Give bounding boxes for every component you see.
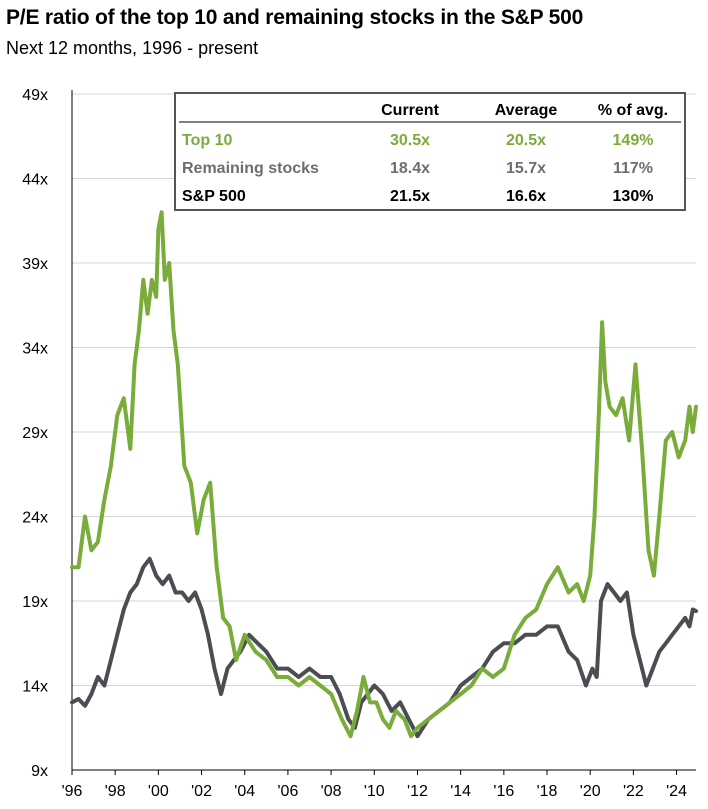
x-tick-label: '06 <box>277 783 298 800</box>
x-tick-label: '12 <box>407 783 428 800</box>
x-tick-label: '00 <box>148 783 169 800</box>
x-axis: '96 '98 '00 '02 '04 '06 '08 '10 '12 '14 '16 '18 '20 '… <box>62 769 696 800</box>
x-tick-label: '16 <box>493 783 514 800</box>
x-tick-label: '98 <box>105 783 126 800</box>
x-tick-label: '22 <box>623 783 644 800</box>
y-tick-label: 9x <box>31 763 48 780</box>
table-cell: 149% <box>613 132 654 149</box>
chart-subtitle: Next 12 months, 1996 - present <box>6 38 259 58</box>
y-tick-label: 49x <box>22 87 48 104</box>
x-tick-label: '02 <box>191 783 212 800</box>
y-axis: 9x 14x 19x 24x 29x 34x 39x 44x 49x <box>22 87 73 780</box>
table-cell: 15.7x <box>506 160 546 177</box>
series-layer <box>70 210 698 739</box>
table-cell: 30.5x <box>390 132 430 149</box>
table-header: % of avg. <box>598 102 668 119</box>
table-row-label: Top 10 <box>182 132 232 149</box>
y-tick-label: 39x <box>22 256 48 273</box>
table-cell: 117% <box>613 160 653 177</box>
x-tick-label: '08 <box>321 783 342 800</box>
x-tick-label: '96 <box>62 783 83 800</box>
y-tick-label: 34x <box>22 341 48 358</box>
y-tick-label: 24x <box>22 510 48 527</box>
table-header: Current <box>381 102 439 119</box>
x-tick-label: '04 <box>234 783 255 800</box>
x-tick-label: '18 <box>537 783 558 800</box>
table-cell: 16.6x <box>506 188 546 205</box>
x-tick-label: '24 <box>666 783 687 800</box>
x-tick-label: '10 <box>364 783 385 800</box>
series-line-top-10 <box>70 210 698 739</box>
table-header: Average <box>495 102 558 119</box>
table-row-label: Remaining stocks <box>182 160 319 177</box>
x-tick-label: '14 <box>450 783 471 800</box>
y-tick-label: 14x <box>22 679 48 696</box>
table-cell: 18.4x <box>390 160 430 177</box>
y-tick-label: 44x <box>22 172 48 189</box>
table-row-label: S&P 500 <box>182 188 246 205</box>
table-frame <box>174 92 686 211</box>
series-line-remaining-stocks <box>70 556 698 739</box>
table-cell: 130% <box>613 188 654 205</box>
summary-table: Current Average % of avg. Top 10 30.5x 20.5x 1… <box>174 92 686 211</box>
table-cell: 21.5x <box>390 188 430 205</box>
x-tick-label: '20 <box>580 783 601 800</box>
y-tick-label: 29x <box>22 425 48 442</box>
table-cell: 20.5x <box>506 132 546 149</box>
chart-title: P/E ratio of the top 10 and remaining st… <box>6 6 584 29</box>
y-tick-label: 19x <box>22 594 48 611</box>
